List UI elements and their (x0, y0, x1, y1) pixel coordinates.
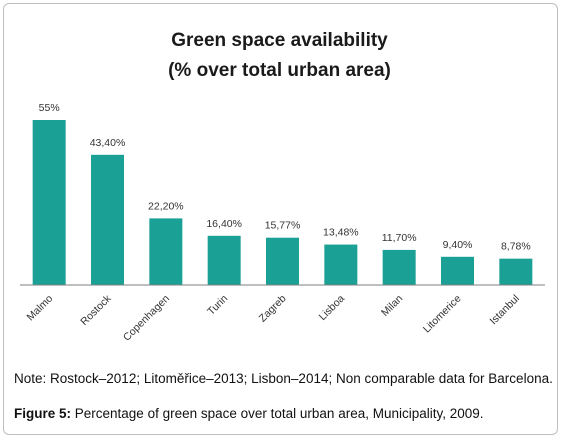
category-label: Copenhagen (121, 293, 172, 344)
data-label: 15,77% (265, 220, 301, 232)
data-label: 16,40% (206, 218, 242, 230)
bar (499, 258, 533, 285)
chart-title-line-1: Green space availability (171, 30, 388, 51)
category-label: Litomerice (421, 293, 464, 336)
bar (32, 120, 66, 285)
figure-note: Note: Rostock–2012; Litoměřice–2013; Lis… (14, 371, 553, 386)
data-label: 9,40% (443, 239, 473, 251)
category-label: Zagreb (257, 293, 289, 325)
category-label: Malmo (25, 293, 56, 324)
category-label: Milan (379, 293, 405, 319)
chart-title-line-2: (% over total urban area) (168, 60, 391, 81)
category-label: Rostock (78, 292, 114, 328)
data-label: 13,48% (323, 227, 359, 239)
data-label: 55% (39, 102, 60, 114)
figure-caption: Figure 5: Percentage of green space over… (14, 405, 554, 423)
category-label: Lisboa (317, 293, 347, 323)
bar (91, 154, 124, 285)
data-label: 22,20% (148, 200, 184, 212)
data-label: 8,78% (501, 241, 531, 253)
bar (149, 218, 183, 285)
bar (324, 244, 358, 285)
bar-chart: 55% Malmo 43,40% Rostock 22,20% Copenhagen 16,… (20, 102, 545, 344)
bar (382, 249, 416, 285)
bar (207, 235, 241, 285)
category-label: Turin (205, 293, 230, 318)
bar (441, 256, 474, 285)
category-label: Istanbul (487, 293, 521, 327)
figure-label: Figure 5: (14, 406, 72, 421)
data-label: 11,70% (382, 232, 417, 244)
data-label: 43,40% (90, 137, 126, 149)
bar (266, 237, 299, 285)
figure-caption-text: Percentage of green space over total urb… (71, 406, 484, 421)
